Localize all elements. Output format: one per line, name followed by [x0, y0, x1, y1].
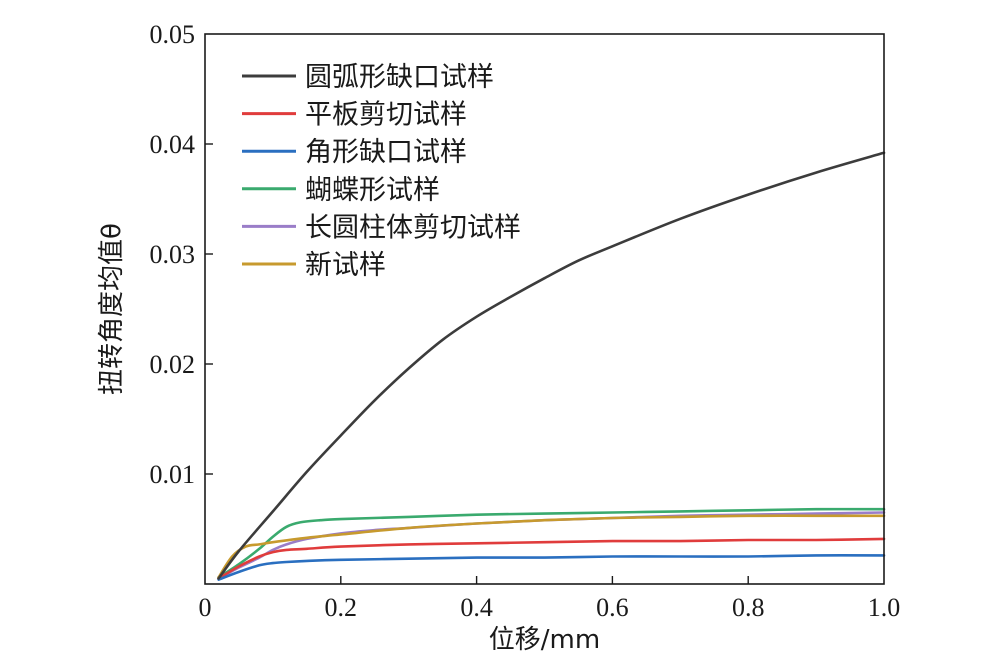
legend-label: 新试样 [305, 250, 386, 281]
y-tick-label: 0.01 [150, 460, 196, 489]
series-line-4 [217, 507, 886, 579]
series-line-1 [217, 151, 886, 580]
x-tick-label: 0.6 [596, 593, 629, 622]
x-tick-label: 0.4 [460, 593, 493, 622]
legend-label: 圆弧形缺口试样 [305, 62, 494, 93]
series-line-3 [217, 554, 886, 581]
y-tick-label: 0.02 [150, 350, 196, 379]
y-axis-label: 扭转角度均值θ [97, 223, 127, 395]
x-tick-label: 0 [199, 593, 212, 622]
series-line-6 [217, 514, 886, 579]
y-tick-label: 0.04 [150, 130, 196, 159]
legend-label: 蝴蝶形试样 [305, 175, 440, 206]
x-axis-label: 位移/mm [489, 625, 600, 655]
x-tick-label: 1.0 [868, 593, 901, 622]
series-layer [217, 151, 886, 581]
x-tick-label: 0.2 [325, 593, 358, 622]
legend-label: 角形缺口试样 [305, 137, 467, 168]
plot-frame [204, 33, 885, 585]
legend-label: 长圆柱体剪切试样 [305, 212, 521, 243]
x-tick-label: 0.8 [732, 593, 765, 622]
axes-layer [204, 33, 885, 585]
y-tick-label: 0.05 [150, 20, 196, 49]
ticks-layer: 0 0.2 0.4 0.6 0.8 1.0 0.01 0.02 0.03 0.04 0.05 [150, 20, 901, 622]
legend-label: 平板剪切试样 [305, 100, 467, 131]
series-line-2 [217, 537, 886, 580]
series-line-5 [217, 511, 886, 580]
y-tick-label: 0.03 [150, 240, 196, 269]
